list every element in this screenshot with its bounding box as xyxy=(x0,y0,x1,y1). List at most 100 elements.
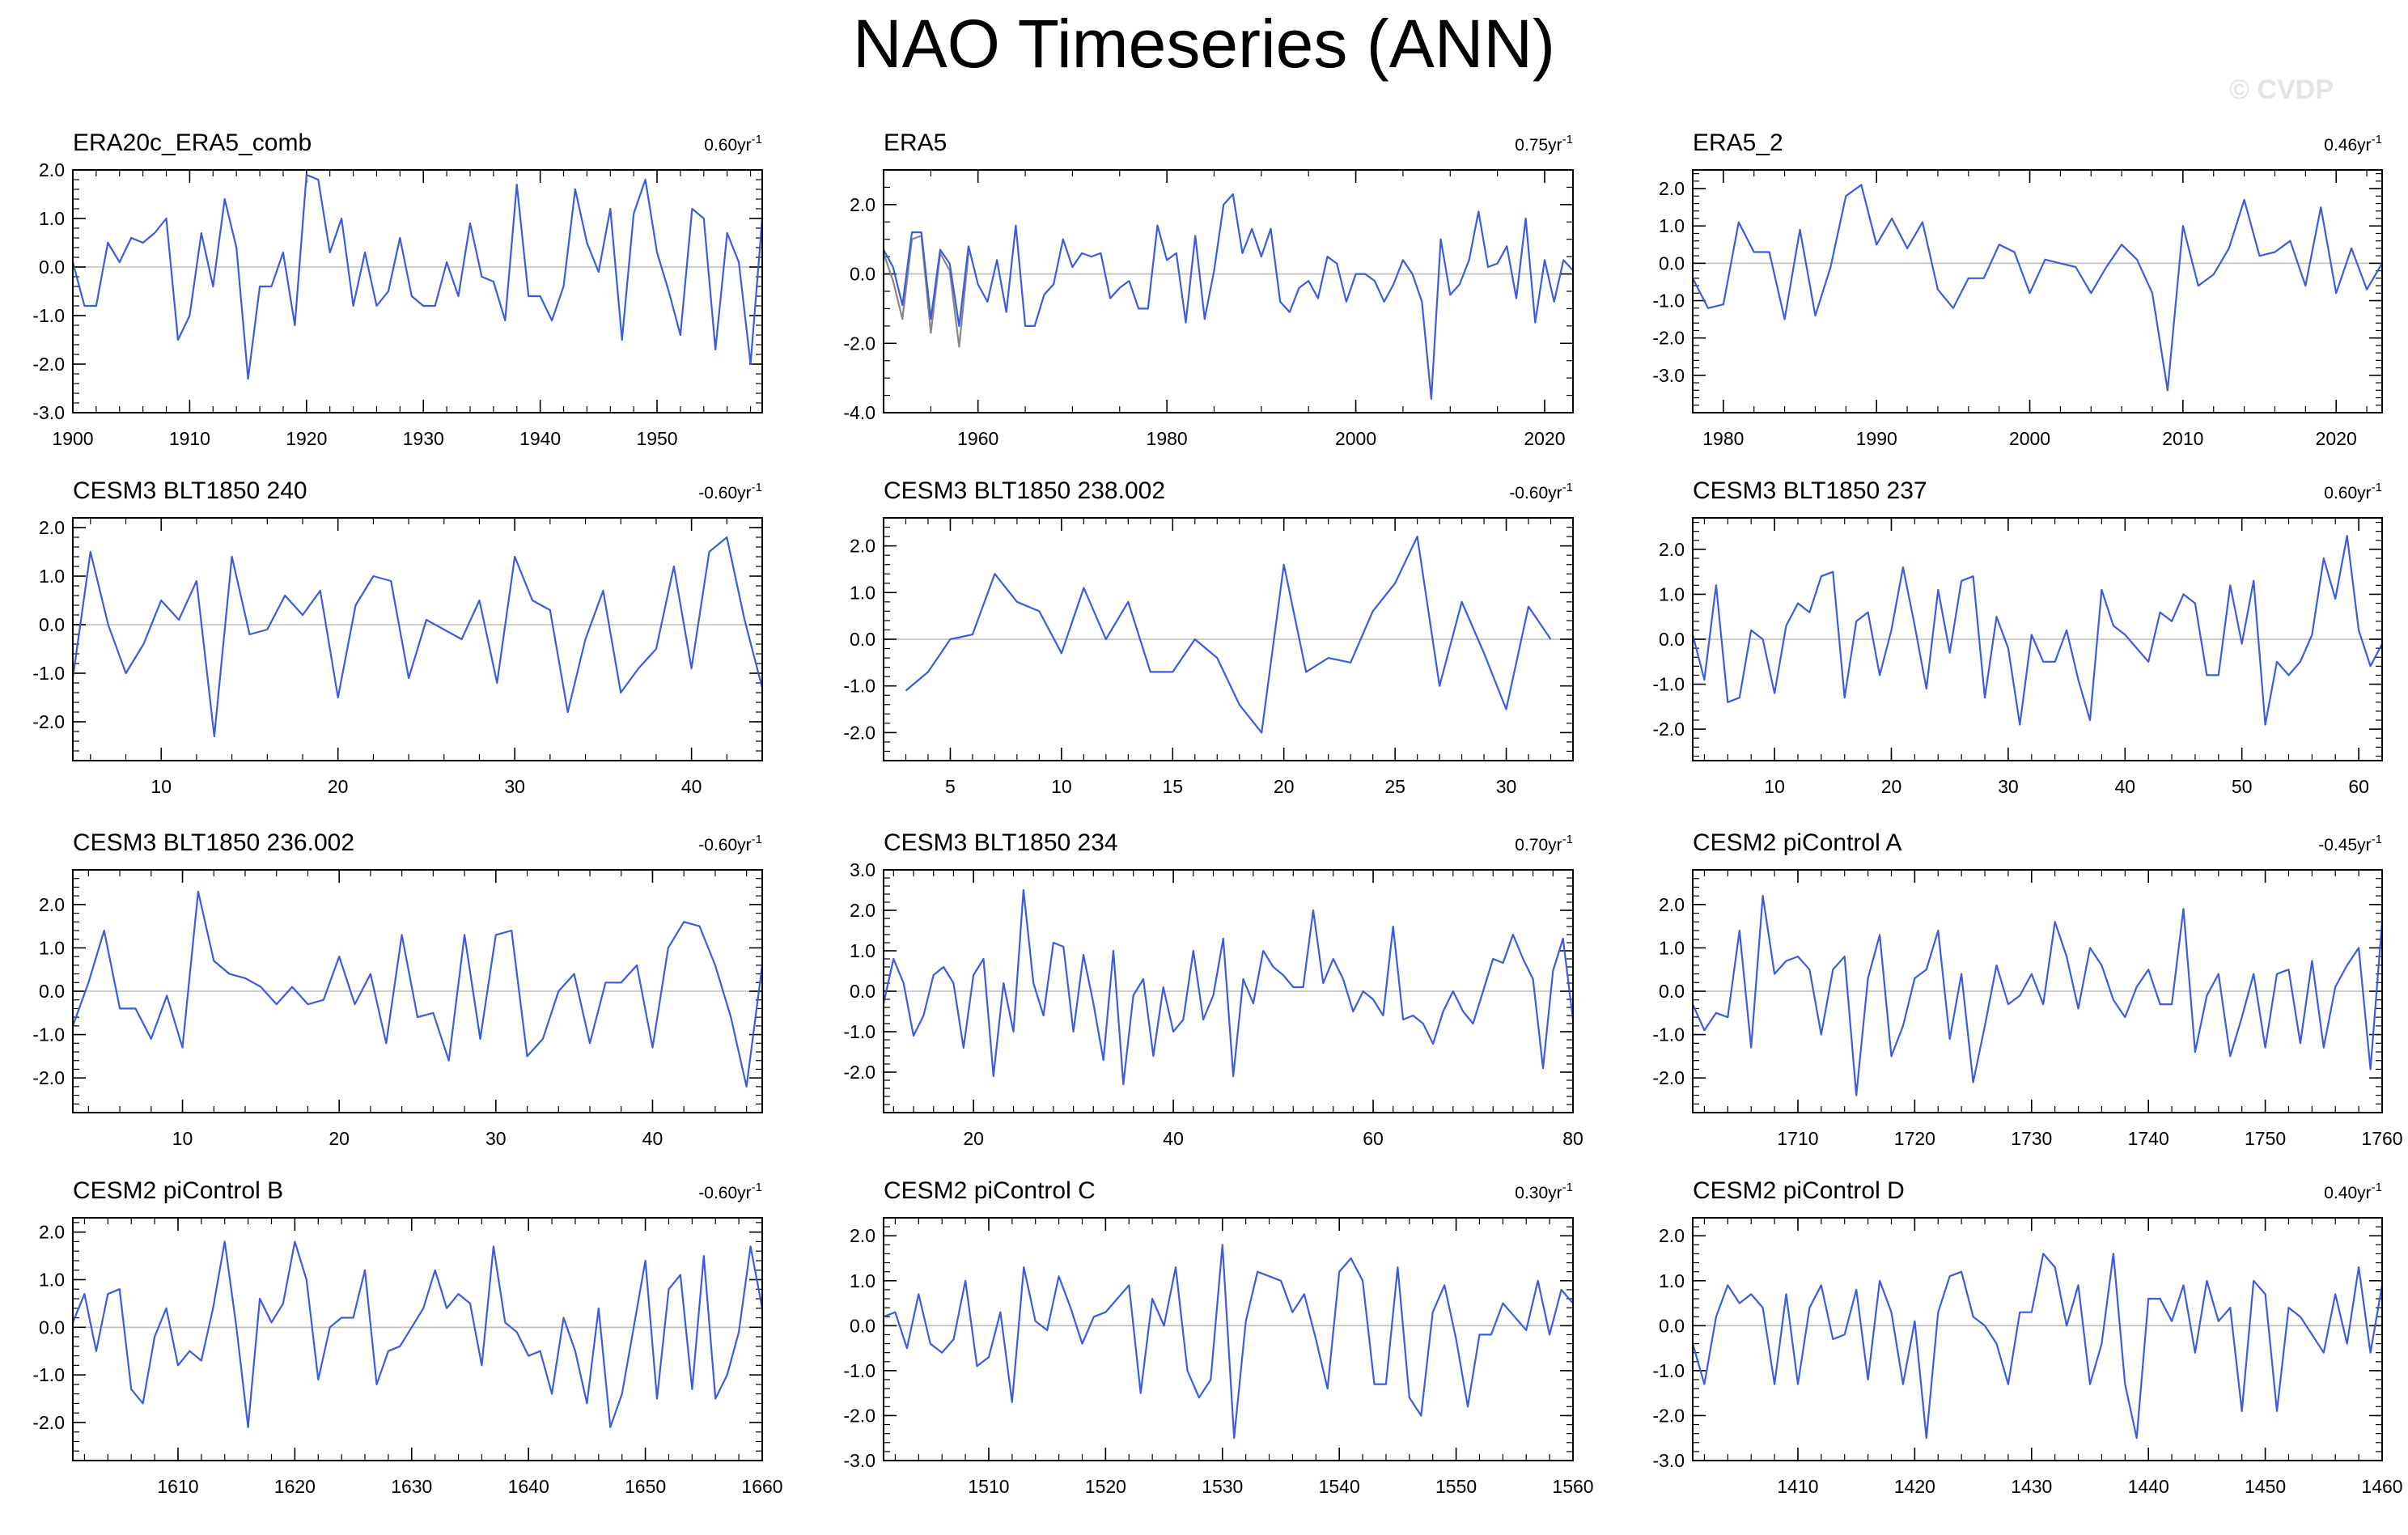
plot-frame xyxy=(883,517,1574,761)
x-tick-label: 1410 xyxy=(1777,1476,1818,1497)
x-tick-label: 1920 xyxy=(286,428,327,449)
x-tick-label: 1510 xyxy=(968,1476,1009,1497)
y-tick-label: 2.0 xyxy=(1659,894,1685,915)
series-line xyxy=(905,535,1552,734)
y-tick-label: 1.0 xyxy=(850,940,875,961)
x-tick-label: 1610 xyxy=(157,1476,198,1497)
x-tick-label: 1430 xyxy=(2011,1476,2052,1497)
panel-title: CESM3 BLT1850 238.002 xyxy=(884,477,1165,504)
chart-panel-2: ERA5 0.75yr-1 -4.0 -2.0 0.0 2.0 1960 1980 2000 20… xyxy=(843,129,1574,449)
y-tick-label: 2.0 xyxy=(1659,178,1685,199)
x-tick-label: 1960 xyxy=(957,428,998,449)
y-tick-label: 0.0 xyxy=(39,981,65,1002)
x-tick-label: 2000 xyxy=(2009,428,2050,449)
x-tick-label: 10 xyxy=(172,1128,193,1149)
x-tick-label: 40 xyxy=(2115,776,2136,797)
series-line xyxy=(71,1240,764,1428)
y-tick-label: 0.0 xyxy=(39,257,65,278)
chart-panel-10: CESM2 piControl B -0.60yr-1 -2.0 -1.0 0.0 1.0… xyxy=(32,1177,782,1497)
x-tick-label: 1980 xyxy=(1702,428,1744,449)
x-tick-label: 1450 xyxy=(2245,1476,2286,1497)
trend-label: -0.60yr-1 xyxy=(698,833,762,854)
x-tick-label: 1440 xyxy=(2128,1476,2169,1497)
trend-label: 0.60yr-1 xyxy=(2324,481,2382,502)
series-line xyxy=(883,193,1574,400)
panel-title: CESM2 piControl C xyxy=(884,1177,1096,1204)
y-tick-label: -3.0 xyxy=(1652,365,1685,386)
x-tick-label: 10 xyxy=(1051,776,1072,797)
y-tick-label: -2.0 xyxy=(32,1067,65,1088)
plot-frame xyxy=(1692,169,2383,413)
trend-label: 0.40yr-1 xyxy=(2324,1181,2382,1202)
panel-title: CESM3 BLT1850 237 xyxy=(1693,477,1927,504)
y-tick-label: 1.0 xyxy=(1659,937,1685,958)
chart-panel-8: CESM3 BLT1850 234 0.70yr-1 -2.0 -1.0 0.0 1.0 2… xyxy=(843,829,1583,1149)
x-tick-label: 10 xyxy=(1764,776,1785,797)
x-tick-label: 1560 xyxy=(1552,1476,1593,1497)
y-tick-label: -1.0 xyxy=(1652,1360,1685,1381)
y-tick-label: 1.0 xyxy=(39,566,65,587)
x-tick-label: 1990 xyxy=(1856,428,1897,449)
y-tick-label: -1.0 xyxy=(843,1360,875,1381)
chart-panel-11: CESM2 piControl C 0.30yr-1 -3.0 -2.0 -1.0 0.0… xyxy=(843,1177,1593,1497)
x-tick-label: 1460 xyxy=(2361,1476,2402,1497)
series-line xyxy=(1691,1253,2384,1440)
chart-panel-6: CESM3 BLT1850 237 0.60yr-1 -2.0 -1.0 0.0 1.0 2… xyxy=(1652,477,2383,797)
y-tick-label: 2.0 xyxy=(39,517,65,538)
x-tick-label: 20 xyxy=(963,1128,984,1149)
plot-frame xyxy=(1692,517,2383,761)
x-tick-label: 60 xyxy=(1363,1128,1384,1149)
x-tick-label: 30 xyxy=(485,1128,507,1149)
y-tick-label: -1.0 xyxy=(32,1024,65,1045)
plot-frame xyxy=(72,517,763,761)
trend-label: 0.75yr-1 xyxy=(1515,133,1573,155)
series-line xyxy=(882,235,970,348)
y-tick-label: 2.0 xyxy=(850,900,875,921)
trend-label: -0.60yr-1 xyxy=(698,481,762,502)
x-tick-label: 1530 xyxy=(1202,1476,1243,1497)
y-tick-label: -2.0 xyxy=(843,1062,875,1083)
x-tick-label: 1630 xyxy=(391,1476,432,1497)
x-tick-label: 2010 xyxy=(2162,428,2203,449)
x-tick-label: 1740 xyxy=(2128,1128,2169,1149)
x-tick-label: 1750 xyxy=(2245,1128,2286,1149)
x-tick-label: 30 xyxy=(1496,776,1517,797)
y-tick-label: 2.0 xyxy=(39,894,65,915)
trend-label: 0.60yr-1 xyxy=(704,133,762,155)
y-tick-label: -2.0 xyxy=(843,1405,875,1426)
panel-title: CESM2 piControl D xyxy=(1693,1177,1905,1204)
x-tick-label: 10 xyxy=(150,776,172,797)
x-tick-label: 15 xyxy=(1162,776,1183,797)
panel-title: ERA5_2 xyxy=(1693,129,1783,156)
x-tick-label: 40 xyxy=(681,776,702,797)
y-tick-label: 0.0 xyxy=(1659,629,1685,650)
plot-frame xyxy=(72,869,763,1113)
chart-panel-9: CESM2 piControl A -0.45yr-1 -2.0 -1.0 0.0 1.0… xyxy=(1652,829,2402,1149)
y-tick-label: 1.0 xyxy=(39,1269,65,1290)
y-tick-label: 0.0 xyxy=(1659,981,1685,1002)
y-tick-label: -1.0 xyxy=(32,1364,65,1385)
y-tick-label: -2.0 xyxy=(1652,1067,1685,1088)
x-tick-label: 1980 xyxy=(1147,428,1188,449)
panel-title: ERA5 xyxy=(884,129,947,156)
y-tick-label: 0.0 xyxy=(850,629,875,650)
y-tick-label: -2.0 xyxy=(843,333,875,354)
y-tick-label: 1.0 xyxy=(850,1270,875,1291)
x-tick-label: 1540 xyxy=(1319,1476,1360,1497)
x-tick-label: 25 xyxy=(1384,776,1405,797)
x-tick-label: 20 xyxy=(328,776,349,797)
x-tick-label: 1660 xyxy=(741,1476,782,1497)
series-line xyxy=(1691,535,2383,726)
x-tick-label: 40 xyxy=(642,1128,663,1149)
panel-title: CESM3 BLT1850 236.002 xyxy=(73,829,354,856)
y-tick-label: 0.0 xyxy=(39,614,65,635)
y-tick-label: 2.0 xyxy=(1659,1225,1685,1246)
x-tick-label: 2000 xyxy=(1335,428,1376,449)
y-tick-label: -1.0 xyxy=(32,663,65,684)
y-tick-label: -1.0 xyxy=(843,676,875,697)
x-tick-label: 1550 xyxy=(1435,1476,1477,1497)
trend-label: -0.60yr-1 xyxy=(1509,481,1573,502)
x-tick-label: 1760 xyxy=(2361,1128,2402,1149)
y-tick-label: -4.0 xyxy=(843,402,875,423)
panel-title: CESM3 BLT1850 234 xyxy=(884,829,1118,856)
